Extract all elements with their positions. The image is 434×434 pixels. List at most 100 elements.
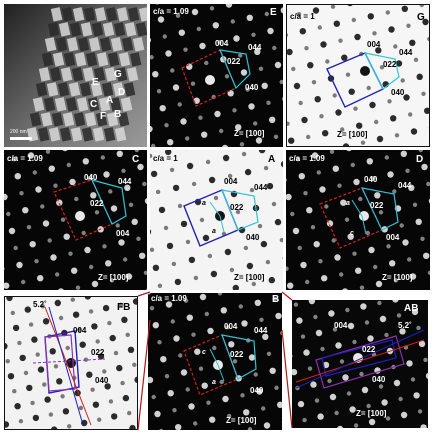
tem-domain-tile (58, 22, 71, 37)
diffraction-spot (191, 332, 196, 337)
diffraction-panel-a: c/a = 1 A 004 044 022 040 a a Z= [100] (150, 150, 283, 290)
spot-label-022: 022 (383, 60, 397, 69)
diffraction-spot (274, 61, 282, 69)
diffraction-spot (263, 165, 269, 171)
pattern-fb (5, 297, 137, 429)
diffraction-spot (396, 313, 402, 318)
diffraction-spot (35, 352, 40, 357)
diffraction-spot (395, 60, 403, 67)
diffraction-spot (399, 223, 404, 228)
diffraction-spot (65, 345, 70, 351)
tem-domain-tile (47, 22, 60, 37)
diffraction-spot (251, 281, 256, 287)
diffraction-spot (208, 176, 216, 184)
diffraction-spot (213, 195, 219, 201)
diffraction-spot (69, 178, 76, 186)
spot-label-022: 022 (230, 350, 244, 359)
diffraction-spot (149, 306, 155, 311)
diffraction-spot (245, 87, 250, 92)
diffraction-spot (329, 393, 337, 401)
diffraction-spot (413, 57, 419, 62)
diffraction-spot (305, 279, 310, 285)
diffraction-spot (128, 202, 134, 207)
tem-domain-tile (102, 22, 115, 37)
diffraction-spot (150, 125, 153, 133)
diffraction-spot (355, 267, 362, 274)
diffraction-spot (379, 315, 387, 323)
diffraction-spot (8, 227, 16, 235)
diffraction-spot (48, 165, 55, 172)
diffraction-spot (394, 133, 400, 138)
tem-domain-tile (121, 37, 134, 52)
diffraction-spot (109, 278, 115, 283)
diffraction-spot (388, 26, 395, 33)
diffraction-spot (306, 134, 311, 140)
diffraction-spot (422, 18, 429, 26)
diffraction-spot (204, 60, 209, 66)
diffraction-spot (384, 155, 389, 160)
zone-axis-label: Z= [100] (337, 130, 368, 139)
diffraction-spot (202, 234, 210, 242)
spot-label-044: 044 (254, 326, 268, 335)
diffraction-spot (352, 339, 357, 345)
diffraction-spot (113, 350, 119, 356)
tem-domain-tile (117, 112, 130, 127)
diffraction-spot (232, 284, 239, 290)
diffraction-panel-e: c/a = 1.09 E 004 044 022 040 Z= [100] (150, 4, 283, 147)
diffraction-spot (167, 139, 174, 146)
spot-label-044: 044 (254, 183, 268, 192)
spot-label-022: 022 (230, 203, 244, 212)
diffraction-spot (295, 157, 301, 162)
diffraction-spot (304, 46, 309, 51)
tem-domain-tile (43, 97, 56, 112)
tem-domain-tile (118, 52, 131, 67)
diffraction-spot (297, 245, 302, 251)
lattice-vector-a1: a (202, 200, 206, 207)
tem-domain-tile (37, 127, 50, 142)
diffraction-spot (332, 327, 338, 332)
diffraction-spot (199, 293, 207, 301)
diffraction-spot (360, 303, 367, 310)
diffraction-spot (67, 424, 72, 429)
diffraction-spot (247, 427, 253, 430)
tem-domain-tile (114, 127, 127, 142)
spot-label-004: 004 (224, 177, 238, 186)
tem-domain-tile (115, 67, 128, 82)
diffraction-spot (308, 300, 316, 305)
diffraction-spot (337, 183, 342, 188)
diffraction-spot (319, 186, 326, 193)
diffraction-spot (381, 399, 388, 406)
diffraction-spot (271, 201, 277, 207)
diffraction-spot (265, 259, 271, 265)
diffraction-spot (291, 66, 296, 72)
tem-domain-tile (129, 52, 142, 67)
diffraction-spot (105, 260, 112, 267)
tem-domain-tile (68, 82, 81, 97)
diffraction-spot (196, 26, 201, 32)
diffraction-spot (37, 275, 44, 282)
diffraction-spot (229, 267, 235, 273)
diffraction-spot (246, 262, 254, 270)
diffraction-spot (232, 359, 238, 364)
diffraction-spot (296, 12, 302, 17)
diffraction-spot (164, 374, 170, 379)
diffraction-spot (298, 100, 303, 106)
diffraction-spot (118, 302, 124, 307)
ratio-label: c/a = 1.09 (151, 294, 187, 303)
diffraction-spot (274, 385, 279, 390)
diffraction-spot (387, 99, 392, 104)
tem-domain-tile (106, 112, 119, 127)
diffraction-spot (4, 193, 8, 201)
diffraction-spot (354, 33, 361, 41)
diffraction-spot (185, 136, 190, 141)
tem-domain-tile (107, 52, 120, 67)
diffraction-spot (150, 229, 152, 235)
diffraction-spot (156, 89, 162, 94)
diffraction-spot (132, 362, 137, 367)
diffraction-spot (23, 370, 29, 376)
spot-label-040: 040 (372, 375, 386, 384)
diffraction-spot (173, 335, 180, 342)
diffraction-spot (24, 306, 31, 313)
diffraction-spot (191, 181, 197, 187)
tem-domain-tile (109, 97, 122, 112)
